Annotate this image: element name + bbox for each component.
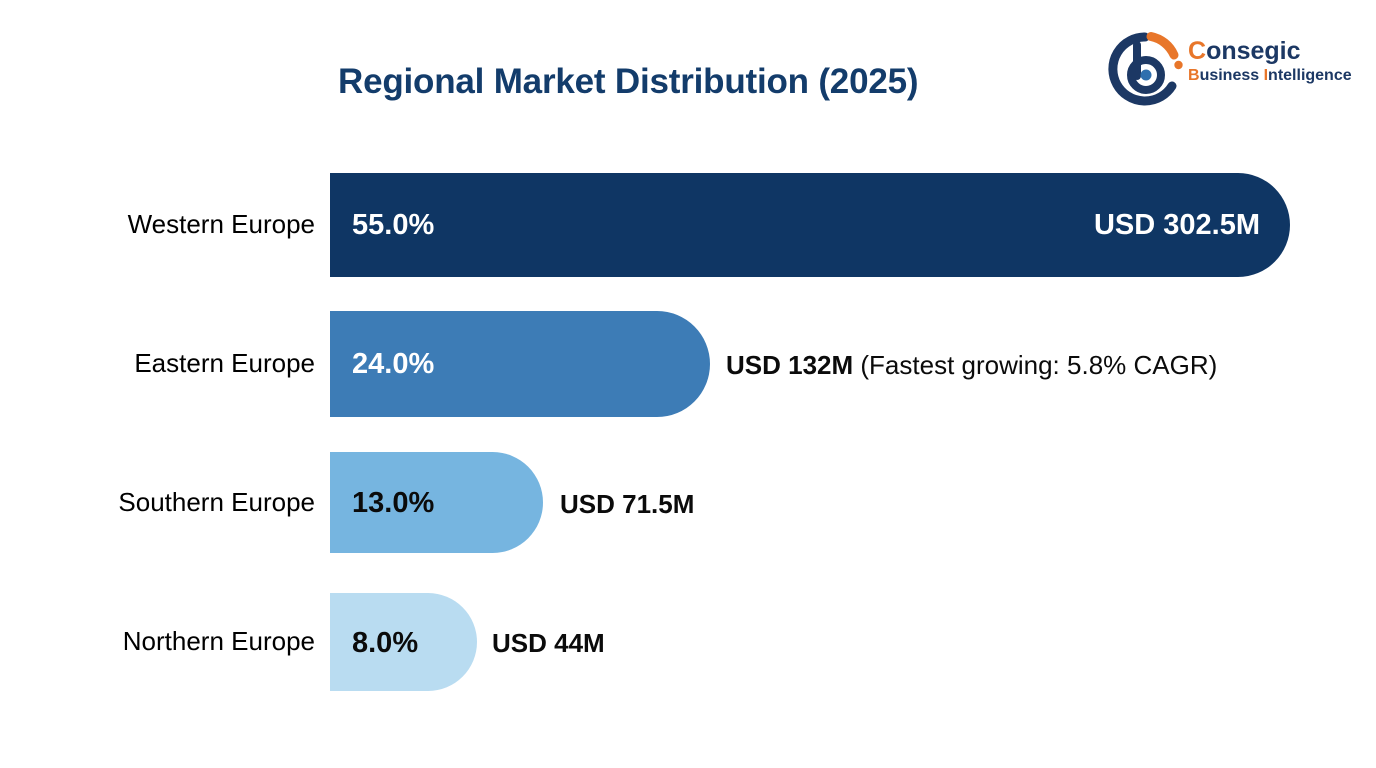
bar-growth-note: (Fastest growing: 5.8% CAGR) [853,350,1218,380]
logo-line2-accent-i: I [1263,67,1269,84]
bar-category-label: Northern Europe [122,626,315,656]
logo-line2-accent-b: B [1188,67,1200,84]
logo-line2-rest: ntelligence [1268,67,1352,84]
bar-row-eastern-europe: Eastern Europe 24.0% USD 132M (Fastest g… [0,311,1376,417]
bar-value-label: USD 71.5M [560,489,695,519]
logo-wordmark: Consegic Business Intelligence [1188,38,1364,85]
page-title: Regional Market Distribution (2025) [338,62,919,101]
bar-row-southern-europe: Southern Europe 13.0% USD 71.5M [0,452,1376,553]
bar-value-annotation: USD 132M (Fastest growing: 5.8% CAGR) [726,350,1217,381]
bar-category-label: Eastern Europe [134,348,315,378]
logo-line2-mid: usiness [1199,67,1264,84]
bar-western-europe: 55.0% USD 302.5M [330,173,1290,277]
bar-percent-label: 24.0% [352,348,435,380]
bar-percent-label: 13.0% [352,487,435,519]
logo-line-1: Consegic [1188,38,1364,65]
brand-logo: Consegic Business Intelligence [1104,24,1362,112]
bar-row-western-europe: Western Europe 55.0% USD 302.5M [0,173,1376,277]
bar-category-label: Southern Europe [118,487,315,517]
bar-row-northern-europe: Northern Europe 8.0% USD 44M [0,593,1376,691]
bar-northern-europe: 8.0% [330,593,477,691]
bar-value-label: USD 132M [726,350,854,380]
logo-line-2: Business Intelligence [1188,67,1364,85]
bar-category-label: Western Europe [127,209,315,239]
bar-percent-label: 55.0% [352,209,435,241]
logo-line1-accent: C [1188,37,1207,65]
bar-southern-europe: 13.0% [330,452,543,553]
bar-value-label: USD 44M [492,628,605,658]
logo-line1-rest: onsegic [1206,37,1301,65]
bar-value-label: USD 302.5M [1093,209,1260,241]
bar-value-annotation: USD 71.5M [560,489,694,520]
bar-value-annotation: USD 44M [492,628,605,659]
consegic-logo-icon [1108,32,1183,106]
bar-eastern-europe: 24.0% [330,311,710,417]
bar-percent-label: 8.0% [352,627,419,659]
